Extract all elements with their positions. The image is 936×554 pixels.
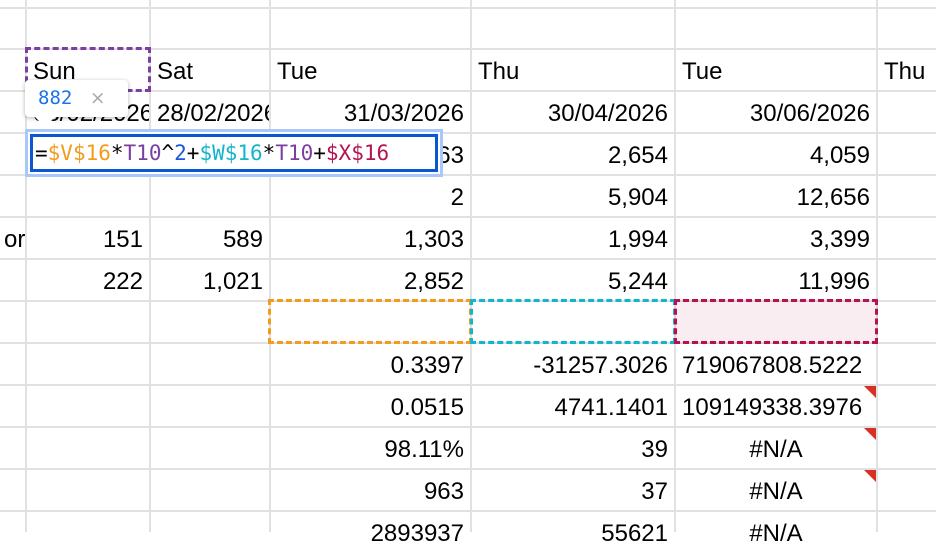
weekday-header-cell[interactable]: Thu: [884, 58, 926, 85]
stats-cell[interactable]: 98.11%: [384, 436, 464, 463]
data-cell[interactable]: 1,303: [403, 226, 464, 253]
error-flag[interactable]: [864, 470, 876, 482]
data-cell[interactable]: 28/02/2026: [157, 100, 269, 127]
weekday-header-cell[interactable]: Tue: [682, 58, 723, 85]
formula-result-tooltip: 882 ×: [25, 80, 128, 127]
stats-cell[interactable]: #N/A: [749, 478, 803, 505]
error-flag[interactable]: [864, 386, 876, 398]
data-cell[interactable]: 3,399: [809, 226, 870, 253]
row-divider: [0, 174, 936, 176]
stats-cell[interactable]: 55621: [601, 520, 668, 547]
row-divider: [0, 384, 936, 386]
close-icon[interactable]: ×: [89, 87, 106, 109]
weekday-header-cell[interactable]: Thu: [478, 58, 520, 85]
stats-cell[interactable]: 0.0515: [390, 394, 464, 421]
data-cell[interactable]: 1,994: [607, 226, 668, 253]
formula-operator: *: [110, 141, 124, 165]
formula-equals: =: [35, 141, 48, 165]
data-cell[interactable]: 30/06/2026: [749, 100, 870, 127]
reference-highlight-w16: [470, 299, 676, 344]
column-divider: [25, 0, 27, 532]
stats-cell[interactable]: 37: [641, 478, 668, 505]
formula-cell-editor[interactable]: =$V$16*T10^2+$W$16*T10+$X$16: [25, 129, 443, 177]
formula-operator: ^: [161, 141, 175, 165]
tooltip-value: 882: [38, 87, 73, 109]
row-divider: [0, 132, 936, 134]
stats-cell[interactable]: 2893937: [370, 520, 464, 547]
column-divider: [470, 0, 472, 532]
clipped-label-cell[interactable]: or: [4, 226, 25, 253]
stats-cell[interactable]: 963: [423, 478, 464, 505]
data-cell[interactable]: 5,244: [607, 268, 668, 295]
row-divider: [0, 48, 936, 50]
formula-text[interactable]: =$V$16*T10^2+$W$16*T10+$X$16: [30, 134, 438, 172]
stats-cell[interactable]: 719067808.5222: [682, 352, 863, 379]
column-divider: [269, 0, 271, 532]
data-cell[interactable]: 589: [222, 226, 263, 253]
data-cell[interactable]: 222: [102, 268, 143, 295]
row-divider: [0, 426, 936, 428]
formula-ref-v16: $V$16: [47, 141, 111, 165]
stats-cell[interactable]: 39: [641, 436, 668, 463]
data-cell[interactable]: 2,654: [607, 142, 668, 169]
formula-ref-t10: T10: [123, 141, 162, 165]
row-divider: [0, 510, 936, 512]
data-cell[interactable]: 1,021: [202, 268, 263, 295]
formula-operator: +: [186, 141, 200, 165]
data-cell[interactable]: 2,852: [403, 268, 464, 295]
row-divider: [0, 90, 936, 92]
data-cell[interactable]: 151: [102, 226, 143, 253]
formula-operator: +: [313, 141, 326, 165]
column-divider: [876, 0, 878, 532]
stats-cell[interactable]: -31257.3026: [533, 352, 668, 379]
stats-cell[interactable]: #N/A: [749, 436, 803, 463]
row-divider: [0, 7, 936, 9]
formula-ref-t10: T10: [275, 141, 314, 165]
column-divider: [674, 0, 676, 532]
data-cell[interactable]: 12,656: [796, 184, 870, 211]
reference-highlight-v16: [268, 299, 472, 344]
row-divider: [0, 468, 936, 470]
stats-cell[interactable]: #N/A: [749, 520, 803, 547]
data-cell[interactable]: 2: [450, 184, 464, 211]
row-divider: [0, 216, 936, 218]
error-flag[interactable]: [864, 428, 876, 440]
data-cell[interactable]: 5,904: [607, 184, 668, 211]
weekday-header-cell[interactable]: Sat: [157, 58, 194, 85]
data-cell[interactable]: 30/04/2026: [547, 100, 668, 127]
column-divider: [149, 0, 151, 532]
data-cell[interactable]: 31/03/2026: [343, 100, 464, 127]
weekday-header-cell[interactable]: Tue: [277, 58, 318, 85]
reference-highlight-x16: [674, 299, 878, 344]
formula-operator: *: [262, 141, 276, 165]
formula-ref-x16: $X$16: [325, 141, 390, 165]
data-cell[interactable]: 11,996: [798, 268, 870, 295]
row-divider: [0, 258, 936, 260]
formula-ref-w16: $W$16: [199, 141, 263, 165]
stats-cell[interactable]: 0.3397: [390, 352, 464, 379]
formula-number: 2: [174, 141, 187, 165]
data-cell[interactable]: 4,059: [809, 142, 870, 169]
stats-cell[interactable]: 4741.1401: [554, 394, 668, 421]
stats-cell[interactable]: 109149338.3976: [682, 394, 863, 421]
